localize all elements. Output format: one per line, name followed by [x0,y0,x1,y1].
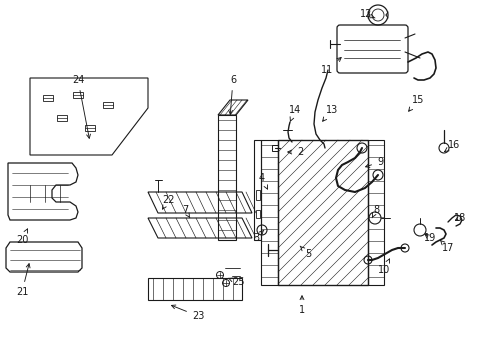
Text: 14: 14 [289,105,301,121]
Text: 15: 15 [409,95,424,111]
Text: 18: 18 [454,213,466,223]
Bar [85,125,95,131]
Text: 5: 5 [300,246,311,259]
Text: 9: 9 [366,157,383,167]
Text: 21: 21 [16,264,30,297]
Text: 7: 7 [182,205,190,218]
Text: 4: 4 [259,173,268,189]
Text: 23: 23 [172,305,204,321]
Text: 22: 22 [162,195,174,209]
Text: 19: 19 [424,233,436,243]
Bar [261,140,278,285]
Bar [256,190,260,200]
Text: 8: 8 [372,205,379,218]
Text: 24: 24 [72,75,91,138]
Text: 20: 20 [16,229,28,245]
Text: 12: 12 [360,9,375,19]
Bar [368,140,384,285]
Text: 3: 3 [253,230,264,243]
Text: 25: 25 [229,277,244,287]
Bar [272,145,278,151]
Text: 6: 6 [229,75,236,114]
Text: 10: 10 [378,259,390,275]
Bar [73,92,83,98]
Text: 17: 17 [440,240,454,253]
Bar [218,115,236,240]
Bar [43,95,53,101]
Bar [57,115,67,121]
Text: 16: 16 [445,140,460,152]
Text: 2: 2 [288,147,303,157]
Bar [278,140,368,285]
Bar [254,140,261,240]
Text: 13: 13 [322,105,338,121]
Text: 11: 11 [321,58,341,75]
Bar [103,102,113,108]
Text: 1: 1 [299,296,305,315]
Bar [256,210,260,218]
